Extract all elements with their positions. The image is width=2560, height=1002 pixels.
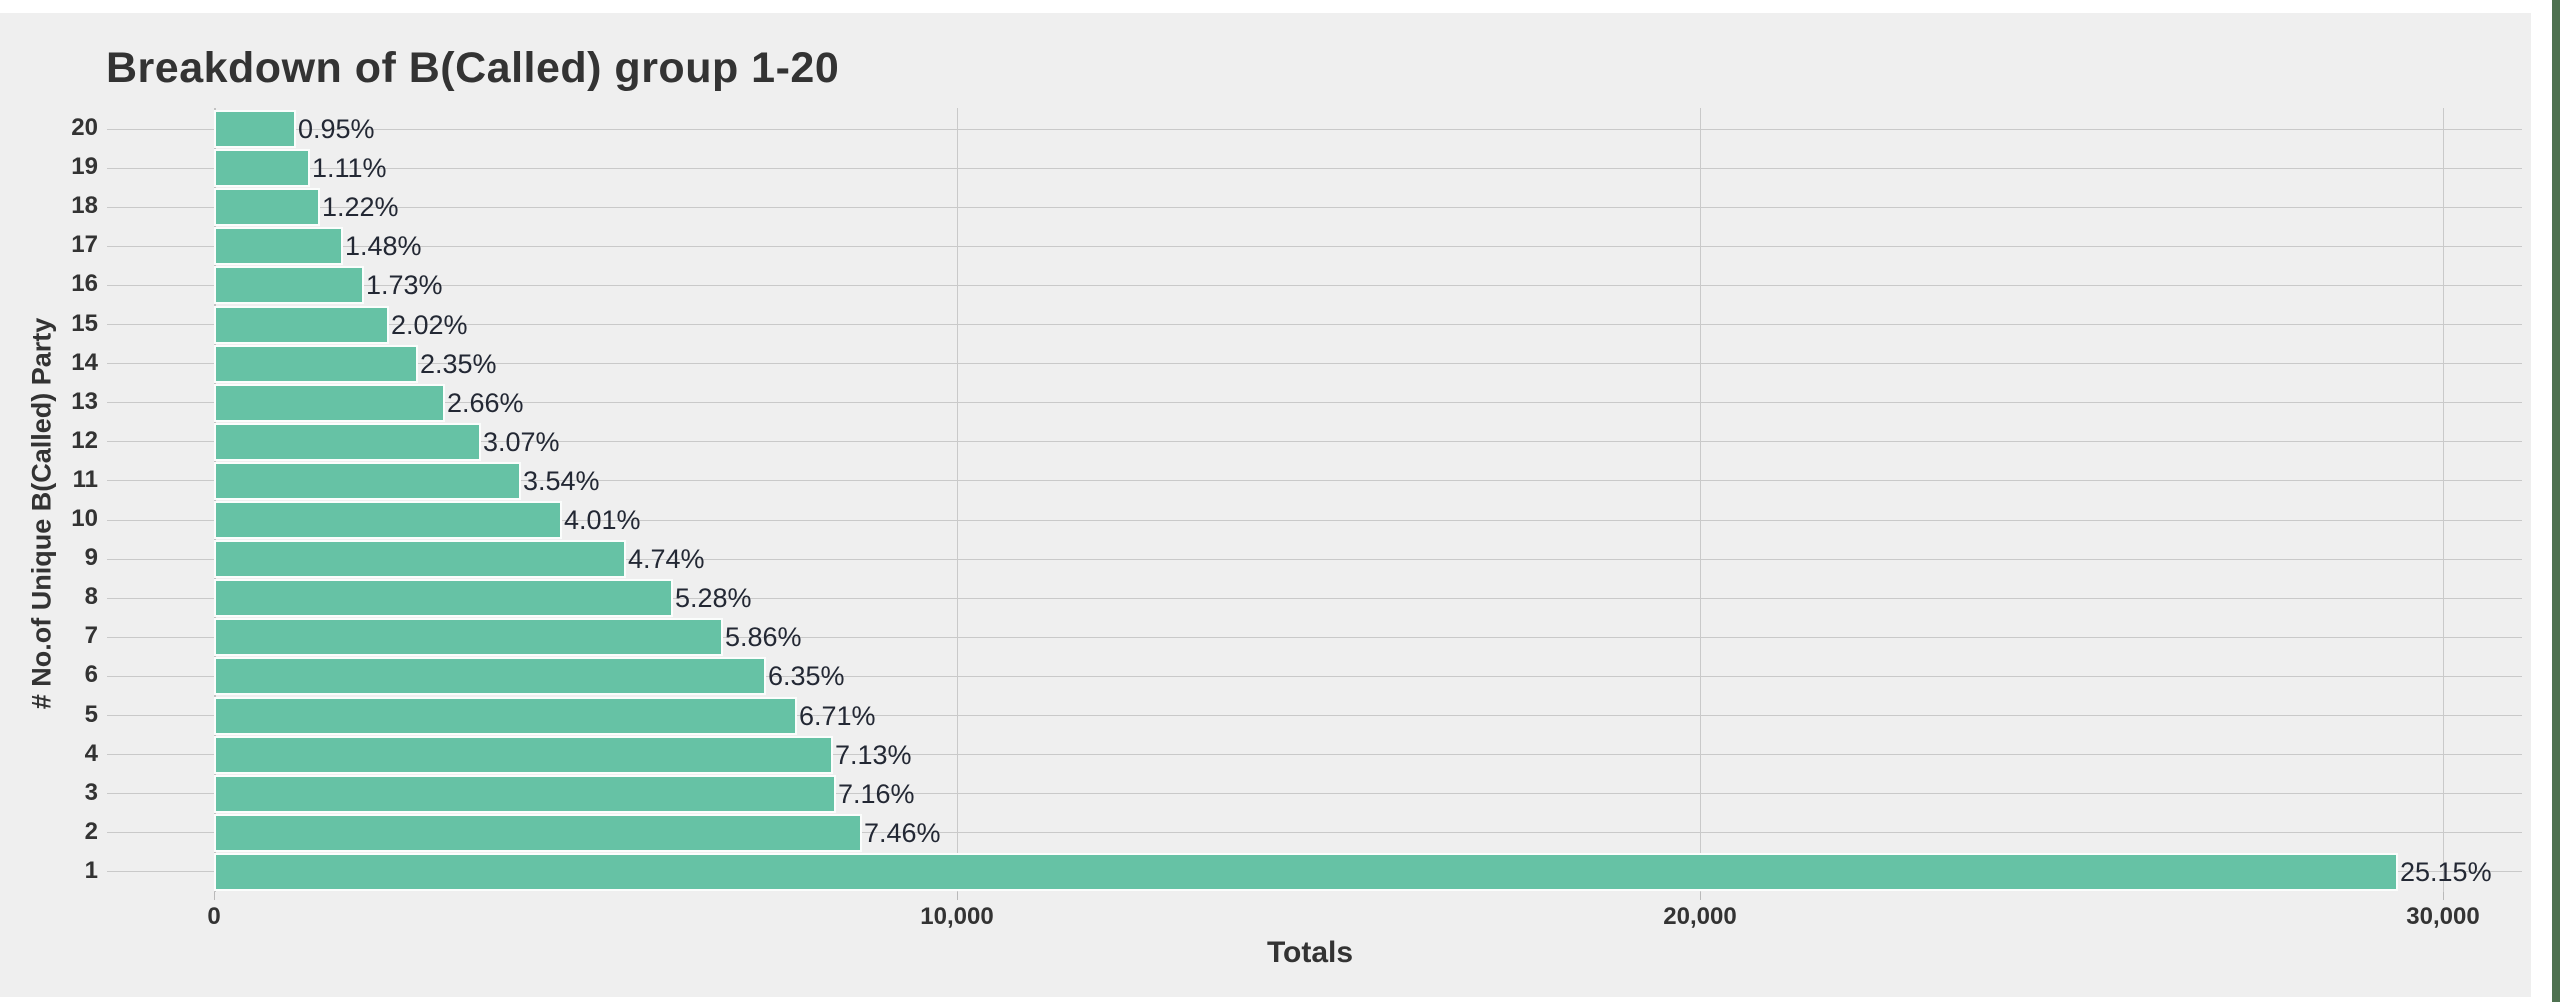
bar-value-label: 2.35% [420, 348, 497, 379]
y-gridline [107, 480, 2522, 482]
bar[interactable] [214, 188, 320, 227]
y-gridline [107, 558, 2522, 560]
y-tick-label: 3 [84, 778, 98, 806]
y-gridline [107, 206, 2522, 208]
y-tick-label: 16 [71, 270, 98, 298]
y-gridline [107, 715, 2522, 716]
bar-value-label: 5.86% [725, 622, 802, 653]
y-gridline [107, 519, 2522, 521]
x-tick-label: 10,000 [920, 903, 994, 930]
chart-title: Breakdown of B(Called) group 1-20 [106, 44, 840, 92]
y-tick-label: 11 [72, 465, 98, 493]
bar[interactable] [214, 383, 445, 422]
y-gridline [107, 754, 2522, 756]
bar-value-label: 4.74% [628, 544, 705, 575]
y-tick-label: 4 [84, 739, 98, 767]
bar-value-label: 1.22% [322, 192, 399, 223]
y-tick-label: 20 [71, 114, 98, 141]
y-tick-label: 18 [71, 192, 98, 220]
y-gridline [107, 167, 2522, 169]
y-tick-label: 1 [84, 856, 98, 884]
bar[interactable] [214, 774, 836, 813]
y-tick-label: 2 [84, 817, 98, 845]
bar[interactable] [214, 657, 766, 696]
bar[interactable] [214, 540, 626, 579]
bar[interactable] [214, 266, 364, 305]
window-right-edge [2552, 0, 2560, 1002]
y-gridline [107, 324, 2522, 325]
y-tick-label: 6 [84, 661, 98, 689]
bar[interactable] [214, 735, 833, 774]
x-gridline [1699, 108, 1701, 892]
y-tick-label: 10 [71, 505, 98, 532]
y-gridline [107, 363, 2522, 365]
y-gridline [107, 675, 2522, 677]
x-tick-mark [956, 891, 958, 900]
y-gridline [107, 402, 2522, 404]
bar-value-label: 2.02% [391, 309, 468, 340]
y-tick-label: 7 [84, 622, 98, 650]
y-gridline [107, 245, 2522, 247]
x-gridline [2442, 108, 2444, 892]
bar-value-label: 5.28% [675, 583, 752, 614]
bar-value-label: 1.48% [345, 231, 422, 262]
bar-value-label: 6.71% [799, 700, 876, 731]
x-tick-mark [1699, 891, 1701, 900]
bar[interactable] [214, 618, 723, 657]
x-axis-title: Totals [1266, 936, 1354, 969]
bar[interactable] [214, 461, 521, 500]
bar-value-label: 2.66% [447, 387, 524, 418]
bar[interactable] [214, 344, 418, 383]
bar-value-label: 3.07% [483, 426, 560, 457]
bar-value-label: 1.11% [312, 153, 387, 184]
y-tick-label: 13 [71, 387, 98, 415]
y-tick-label: 5 [84, 700, 98, 728]
y-tick-label: 17 [71, 231, 98, 259]
x-gridline [956, 108, 958, 892]
x-tick-mark [213, 891, 215, 900]
bar[interactable] [214, 579, 673, 618]
y-tick-label: 9 [84, 544, 98, 572]
bar[interactable] [214, 696, 797, 735]
y-gridline [107, 284, 2522, 286]
bar[interactable] [214, 305, 389, 344]
bar-value-label: 4.01% [564, 505, 641, 535]
x-tick-label: 0 [207, 903, 221, 930]
x-tick-mark [2442, 891, 2444, 900]
bar-value-label: 7.16% [838, 778, 915, 809]
bar[interactable] [214, 422, 481, 461]
bar-value-label: 1.73% [366, 270, 443, 301]
y-gridline [107, 128, 2522, 130]
bar[interactable] [214, 149, 310, 188]
bar[interactable] [214, 110, 296, 148]
bar[interactable] [214, 501, 562, 539]
bar[interactable] [214, 227, 343, 266]
bar-value-label: 6.35% [768, 661, 845, 692]
bar-value-label: 25.15% [2400, 856, 2492, 887]
y-tick-label: 15 [71, 309, 98, 337]
y-gridline [107, 793, 2522, 795]
bar[interactable] [214, 813, 862, 852]
bar-value-label: 7.13% [835, 739, 912, 770]
y-tick-label: 14 [71, 348, 98, 376]
x-tick-label: 30,000 [2406, 903, 2480, 930]
y-gridline [107, 597, 2522, 599]
bar-value-label: 3.54% [523, 465, 600, 496]
x-tick-label: 20,000 [1663, 903, 1737, 930]
y-tick-label: 19 [71, 153, 98, 181]
y-tick-label: 8 [84, 583, 98, 611]
y-tick-label: 12 [71, 426, 98, 454]
bar-value-label: 0.95% [298, 114, 375, 144]
y-gridline [107, 636, 2522, 638]
bar[interactable] [214, 852, 2398, 891]
y-gridline [107, 441, 2522, 443]
bar-value-label: 7.46% [864, 817, 941, 848]
y-gridline [107, 832, 2522, 834]
